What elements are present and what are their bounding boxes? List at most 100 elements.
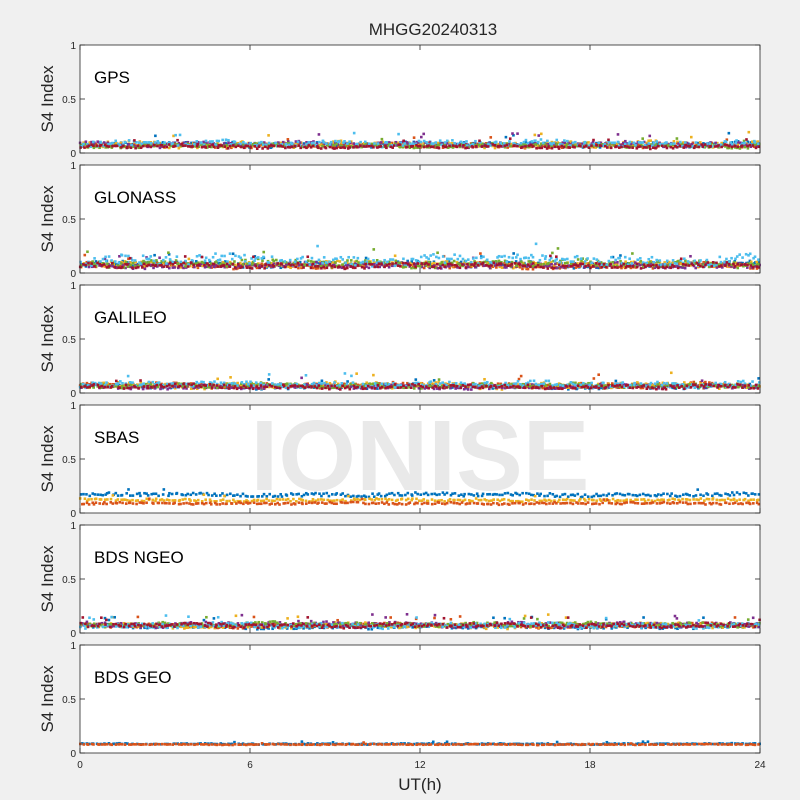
data-point (425, 261, 428, 265)
data-point (545, 143, 548, 147)
data-point (207, 258, 211, 262)
data-point (152, 262, 155, 265)
data-point (156, 261, 159, 265)
data-point (569, 265, 573, 268)
data-point (566, 257, 569, 261)
data-point (178, 133, 182, 137)
data-point (724, 264, 727, 267)
data-point (299, 257, 303, 260)
data-point (497, 254, 501, 258)
data-point (196, 264, 199, 267)
data-point (598, 382, 602, 386)
data-point (312, 266, 315, 270)
data-point (149, 263, 153, 267)
data-point (619, 143, 623, 147)
data-point (592, 377, 596, 380)
data-point (203, 259, 207, 263)
data-point (331, 140, 335, 143)
data-point (631, 265, 635, 268)
data-point (322, 383, 325, 386)
data-point (323, 142, 327, 146)
data-point (440, 143, 444, 147)
data-point (129, 263, 132, 267)
data-point (708, 142, 711, 145)
data-point (397, 132, 400, 136)
data-point (311, 262, 315, 266)
data-point (102, 381, 106, 385)
data-point (466, 263, 469, 266)
data-point (288, 258, 292, 262)
data-point (669, 371, 673, 375)
data-point (167, 146, 171, 150)
data-point (574, 266, 578, 269)
data-point (338, 260, 342, 263)
data-point (742, 264, 745, 268)
data-point (643, 144, 647, 147)
data-point (167, 262, 170, 266)
data-point (192, 263, 195, 267)
data-point (645, 143, 649, 147)
data-point (465, 144, 469, 148)
data-point (547, 145, 550, 149)
data-point (162, 261, 165, 265)
data-point (546, 383, 550, 387)
data-point (82, 263, 85, 266)
data-point (137, 141, 141, 144)
data-point (757, 262, 760, 266)
data-point (389, 258, 392, 261)
data-point (574, 381, 577, 385)
data-point (531, 262, 535, 265)
data-point (528, 385, 532, 388)
data-point (84, 265, 88, 268)
data-point (456, 257, 460, 261)
data-point (186, 142, 190, 146)
data-point (753, 141, 757, 144)
data-point (431, 142, 435, 145)
data-point (500, 255, 504, 258)
data-point (359, 387, 363, 390)
data-point (699, 382, 702, 385)
data-point (380, 262, 383, 265)
data-point (619, 254, 622, 257)
data-point (287, 140, 290, 143)
data-point (416, 144, 420, 148)
panel-plot-area (80, 165, 760, 273)
data-point (541, 141, 545, 145)
data-point (573, 255, 577, 259)
data-point (94, 260, 98, 263)
data-point (687, 383, 691, 386)
data-point (636, 142, 640, 146)
data-point (96, 385, 100, 388)
data-point (491, 141, 494, 145)
data-point (296, 383, 300, 387)
data-point (135, 383, 139, 386)
data-point (90, 140, 93, 144)
data-point (336, 259, 339, 263)
data-point (428, 141, 432, 144)
data-point (519, 142, 523, 145)
data-point (292, 143, 296, 147)
data-point (560, 257, 564, 261)
data-point (128, 256, 132, 260)
data-point (540, 142, 543, 145)
data-point (558, 145, 562, 148)
data-point (563, 139, 566, 142)
data-point (239, 382, 243, 385)
data-point (516, 132, 519, 135)
data-point (620, 145, 623, 149)
data-point (203, 387, 206, 391)
data-point (451, 146, 455, 149)
data-point (90, 143, 93, 147)
data-point (526, 267, 530, 271)
data-point (531, 142, 535, 145)
data-point (589, 145, 593, 149)
data-point (385, 146, 388, 150)
data-point (437, 256, 441, 260)
data-point (465, 146, 469, 150)
data-point (257, 264, 261, 267)
data-point (267, 261, 271, 265)
data-point (270, 255, 274, 259)
data-point (267, 385, 271, 389)
data-point (445, 262, 448, 266)
